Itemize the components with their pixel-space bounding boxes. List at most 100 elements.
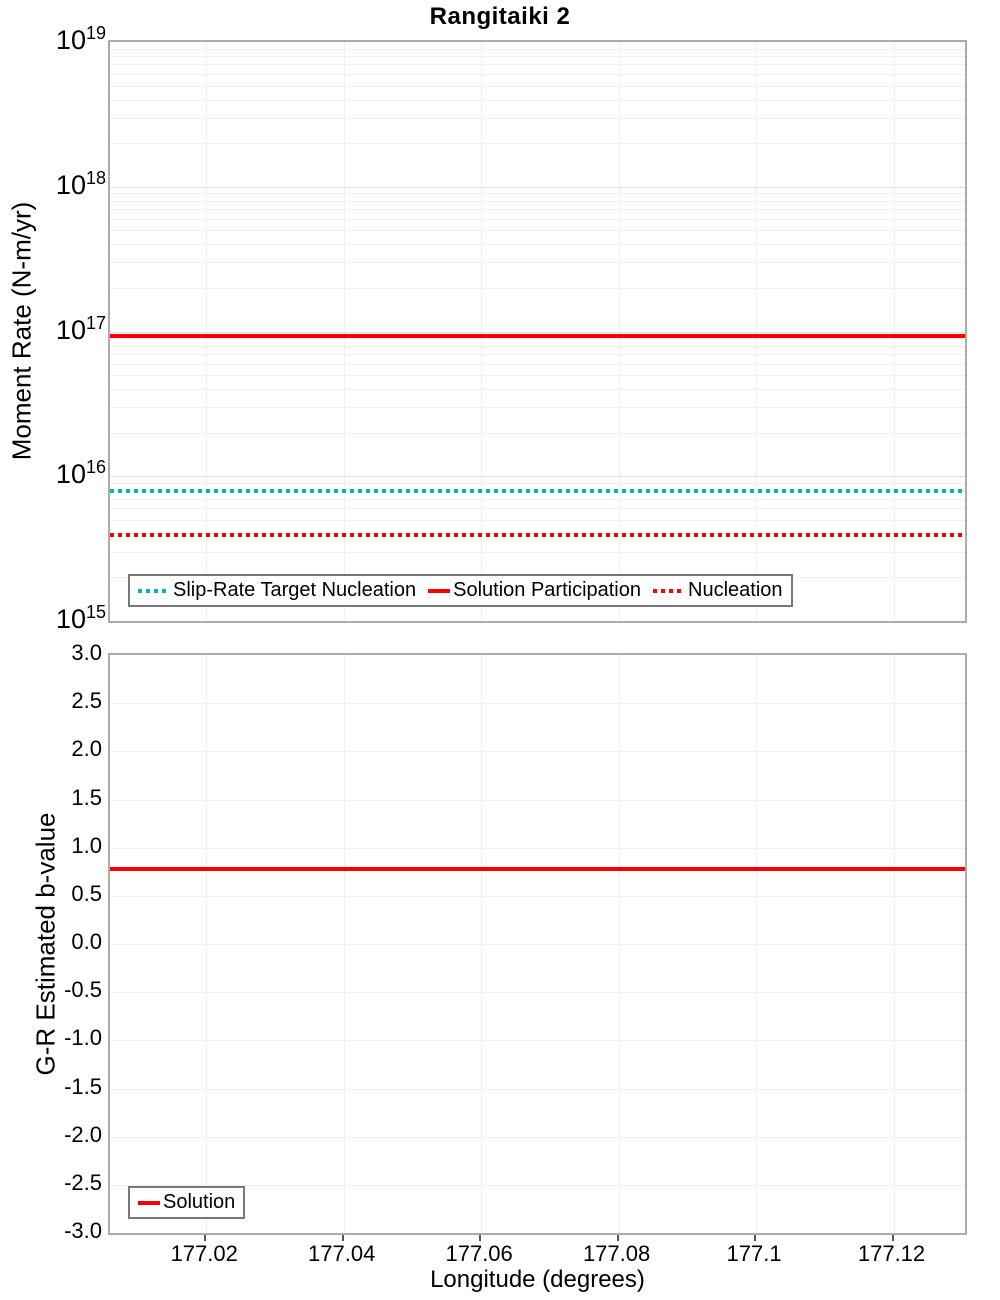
b-value-plot-area: Solution bbox=[108, 653, 967, 1235]
log-minor-gridline bbox=[110, 346, 965, 347]
x-tick-label-177.06: 177.06 bbox=[445, 1241, 513, 1266]
y-tick-label-3.0: 3.0 bbox=[71, 640, 102, 665]
y-tick-label-0.5: 0.5 bbox=[71, 880, 102, 906]
y-tick-label--1.0: -1.0 bbox=[64, 1025, 102, 1051]
b-value-gridline bbox=[110, 1089, 965, 1090]
log-minor-gridline bbox=[110, 338, 965, 339]
y-tick-label--0.5: -0.5 bbox=[64, 977, 102, 1003]
y-tick-label-10e18: 1018 bbox=[55, 167, 106, 200]
x-axis-label: Longitude (degrees) bbox=[430, 1266, 645, 1293]
b-value-gridline bbox=[110, 1040, 965, 1041]
moment-rate-plot-area: Slip-Rate Target Nucleation Solution Par… bbox=[108, 40, 967, 623]
nucleation-line-swatch bbox=[653, 588, 685, 593]
chart-title: Rangitaiki 2 bbox=[429, 3, 571, 30]
log-minor-gridline bbox=[110, 389, 965, 390]
series-line-solution bbox=[110, 867, 965, 871]
series-line-nucleation bbox=[110, 533, 965, 537]
legend-label: Solution Participation bbox=[453, 579, 641, 601]
x-tick-mark bbox=[892, 1235, 894, 1241]
log-minor-gridline bbox=[110, 552, 965, 553]
y-tick-label-10e15: 1015 bbox=[55, 602, 106, 634]
b-value-gridline bbox=[110, 848, 965, 849]
log-minor-gridline bbox=[110, 288, 965, 289]
y-tick-label-2.5: 2.5 bbox=[71, 688, 102, 714]
b-value-gridline bbox=[110, 1185, 965, 1186]
log-major-gridline bbox=[110, 187, 965, 188]
slip-rate-target-nucleation-line-swatch bbox=[138, 588, 170, 593]
log-minor-gridline bbox=[110, 483, 965, 484]
log-minor-gridline bbox=[110, 56, 965, 57]
gridline-vertical bbox=[756, 42, 757, 621]
x-tick-mark bbox=[342, 1235, 344, 1241]
y-tick-label-0.0: 0.0 bbox=[71, 929, 102, 954]
solution-participation-line-swatch bbox=[428, 588, 451, 593]
x-tick-mark bbox=[617, 1235, 619, 1241]
gridline-vertical bbox=[894, 42, 895, 621]
log-minor-gridline bbox=[110, 193, 965, 194]
log-minor-gridline bbox=[110, 508, 965, 509]
log-minor-gridline bbox=[110, 219, 965, 220]
x-tick-label-177.02: 177.02 bbox=[170, 1241, 238, 1266]
b-value-gridline bbox=[110, 703, 965, 704]
gridline-vertical bbox=[619, 42, 620, 621]
x-tick-label-177.08: 177.08 bbox=[582, 1241, 651, 1266]
x-tick-label-177.12: 177.12 bbox=[857, 1241, 926, 1266]
moment-rate-legend: Slip-Rate Target Nucleation Solution Par… bbox=[128, 574, 793, 607]
log-minor-gridline bbox=[110, 244, 965, 245]
log-minor-gridline bbox=[110, 86, 965, 87]
gridline-vertical bbox=[344, 42, 345, 621]
log-minor-gridline bbox=[110, 201, 965, 202]
y-tick-label-1.0: 1.0 bbox=[71, 832, 102, 858]
log-minor-gridline bbox=[110, 375, 965, 376]
legend-label: Nucleation bbox=[688, 579, 783, 601]
b-value-gridline bbox=[110, 944, 965, 945]
y-tick-label--2.0: -2.0 bbox=[64, 1121, 102, 1147]
legend-entry-solution-participation: Solution Participation bbox=[428, 579, 641, 602]
y-tick-label-2.0: 2.0 bbox=[71, 736, 102, 762]
x-tick-label-177.04: 177.04 bbox=[308, 1241, 376, 1266]
log-minor-gridline bbox=[110, 209, 965, 210]
b-value-gridline bbox=[110, 1137, 965, 1138]
b-value-gridline bbox=[110, 800, 965, 801]
log-minor-gridline bbox=[110, 74, 965, 75]
x-tick-mark bbox=[479, 1235, 481, 1241]
legend-entry-solution: Solution bbox=[138, 1191, 235, 1214]
log-minor-gridline bbox=[110, 433, 965, 434]
b-value-gridline bbox=[110, 992, 965, 993]
b-value-gridline bbox=[110, 751, 965, 752]
log-minor-gridline bbox=[110, 407, 965, 408]
y-tick-label-10e17: 1017 bbox=[55, 312, 106, 345]
legend-entry-slip-rate-target-nucleation: Slip-Rate Target Nucleation bbox=[138, 579, 416, 602]
gridline-vertical bbox=[206, 42, 207, 621]
log-minor-gridline bbox=[110, 354, 965, 355]
log-minor-gridline bbox=[110, 520, 965, 521]
y-tick-label-10e16: 1016 bbox=[55, 457, 106, 490]
legend-entry-nucleation: Nucleation bbox=[653, 579, 783, 602]
y-tick-label--2.5: -2.5 bbox=[64, 1169, 102, 1195]
solution-line-swatch bbox=[138, 1200, 160, 1205]
log-major-gridline bbox=[110, 476, 965, 477]
x-tick-mark bbox=[204, 1235, 206, 1241]
log-minor-gridline bbox=[110, 499, 965, 500]
legend-label: Solution bbox=[163, 1191, 236, 1213]
x-tick-label-177.1: 177.1 bbox=[726, 1241, 782, 1266]
series-line-solution-participation bbox=[110, 334, 965, 338]
log-minor-gridline bbox=[110, 49, 965, 50]
series-line-slip-rate-target-nucleation bbox=[110, 489, 965, 493]
log-minor-gridline bbox=[110, 230, 965, 231]
log-minor-gridline bbox=[110, 143, 965, 144]
log-minor-gridline bbox=[110, 64, 965, 65]
log-minor-gridline bbox=[110, 118, 965, 119]
y-tick-label-10e19: 1019 bbox=[55, 23, 106, 55]
legend-label: Slip-Rate Target Nucleation bbox=[173, 579, 417, 601]
gridline-vertical bbox=[481, 42, 482, 621]
y-tick-label--1.5: -1.5 bbox=[64, 1073, 102, 1099]
b-value-gridline bbox=[110, 896, 965, 897]
x-tick-mark bbox=[754, 1235, 756, 1241]
log-minor-gridline bbox=[110, 100, 965, 101]
y-tick-label-1.5: 1.5 bbox=[71, 784, 102, 810]
b-value-legend: Solution bbox=[128, 1186, 246, 1219]
log-minor-gridline bbox=[110, 364, 965, 365]
y-tick-label--3.0: -3.0 bbox=[64, 1218, 102, 1243]
log-minor-gridline bbox=[110, 262, 965, 263]
